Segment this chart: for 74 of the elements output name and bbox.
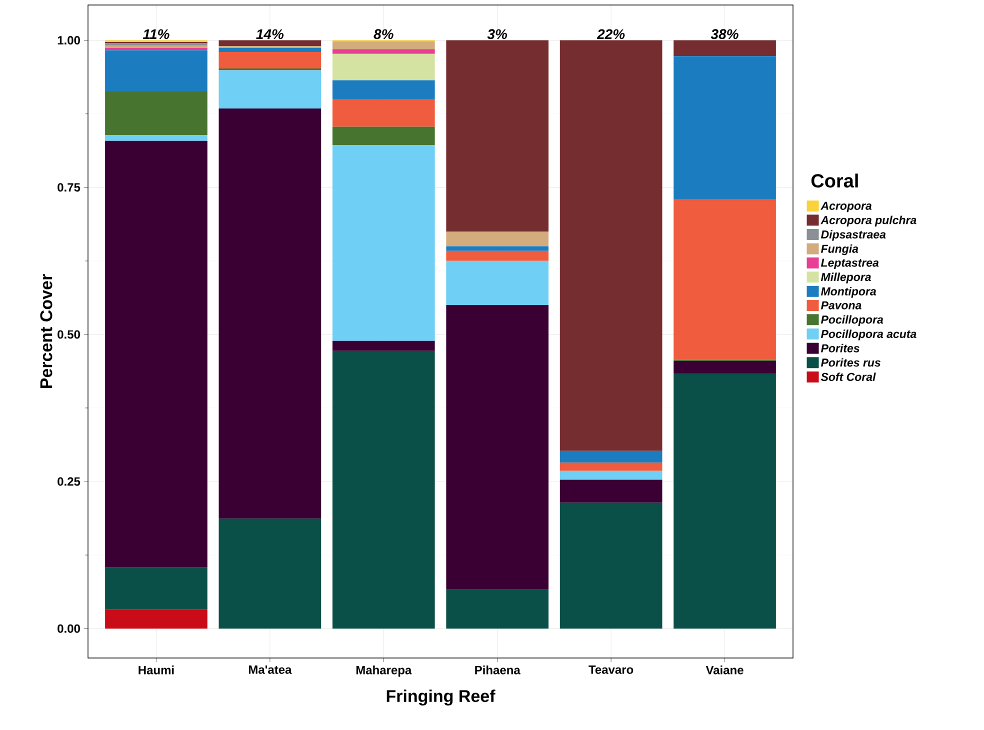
bar <box>560 462 662 471</box>
x-tick-label: Ma'atea <box>248 666 292 674</box>
annotation: 3% <box>487 29 508 40</box>
annotation: 38% <box>710 29 738 40</box>
bar <box>332 41 435 50</box>
bar <box>560 40 662 451</box>
bar <box>446 246 549 251</box>
bar <box>446 250 549 261</box>
bar <box>332 340 435 351</box>
bar <box>105 140 208 568</box>
x-tick-label: Maharepa <box>356 666 412 677</box>
bar <box>332 145 435 341</box>
x-tick-label: Pihaena <box>475 666 520 674</box>
x-axis-title: Fringing Reef <box>386 690 496 706</box>
legend-label: Montipora <box>820 286 876 298</box>
legend-label: Pavona <box>820 301 862 310</box>
bar <box>105 91 208 135</box>
bar <box>446 260 549 306</box>
bar <box>446 40 549 232</box>
legend-label: Millepora <box>820 272 871 284</box>
y-tick-label: 0.50 <box>58 330 80 339</box>
legend-label: Leptastrea <box>820 258 879 270</box>
bar <box>105 50 208 92</box>
bar <box>674 200 776 360</box>
legend-label: Soft Coral <box>820 372 876 382</box>
legend-title: Coral <box>811 174 858 188</box>
bar <box>105 610 208 629</box>
bar <box>105 48 208 50</box>
bar <box>332 100 435 127</box>
bar <box>332 49 435 54</box>
legend-label: Acropora pulchra <box>820 216 916 226</box>
annotation: 8% <box>374 29 394 40</box>
x-tick-label: Haumi <box>138 666 174 674</box>
bar <box>105 135 208 141</box>
bar <box>674 360 776 374</box>
bar <box>218 48 322 52</box>
bar <box>105 43 208 46</box>
bar <box>218 518 322 629</box>
y-tick-label: 1.00 <box>58 36 80 45</box>
bar <box>674 40 776 56</box>
x-tick-label: Vaiane <box>706 666 744 674</box>
x-tick-label: Teavaro <box>588 666 634 674</box>
legend-label: Porites <box>820 344 860 352</box>
annotation: 22% <box>596 29 625 40</box>
bar <box>218 70 322 109</box>
legend-label: Dipsastraea <box>820 230 886 241</box>
y-tick-label: 0.75 <box>58 183 80 192</box>
legend-label: Pocillopora acuta <box>820 330 916 340</box>
bar <box>674 374 776 629</box>
legend-label: Acropora <box>820 202 872 212</box>
bar <box>105 567 208 610</box>
legend-label: Porites rus <box>820 358 880 367</box>
bar <box>446 305 549 590</box>
bar <box>560 480 662 503</box>
bar <box>332 54 435 80</box>
y-tick-label: 0.25 <box>58 477 80 486</box>
bar <box>674 56 776 200</box>
bar <box>560 450 662 463</box>
y-axis-title: Percent Cover <box>40 274 52 388</box>
annotation: 11% <box>142 29 170 40</box>
bar <box>560 470 662 480</box>
bar <box>560 502 662 629</box>
bar <box>332 80 435 100</box>
bar <box>332 350 435 629</box>
bar <box>218 40 322 46</box>
bar <box>218 108 322 519</box>
bar <box>446 590 549 629</box>
legend-label: Fungia <box>820 244 858 256</box>
legend-label: Pocillopora <box>820 315 884 326</box>
bar <box>218 52 322 69</box>
bar <box>446 231 549 246</box>
bar <box>332 126 435 146</box>
y-tick-label: 0.00 <box>58 624 80 633</box>
annotation: 14% <box>256 29 284 40</box>
